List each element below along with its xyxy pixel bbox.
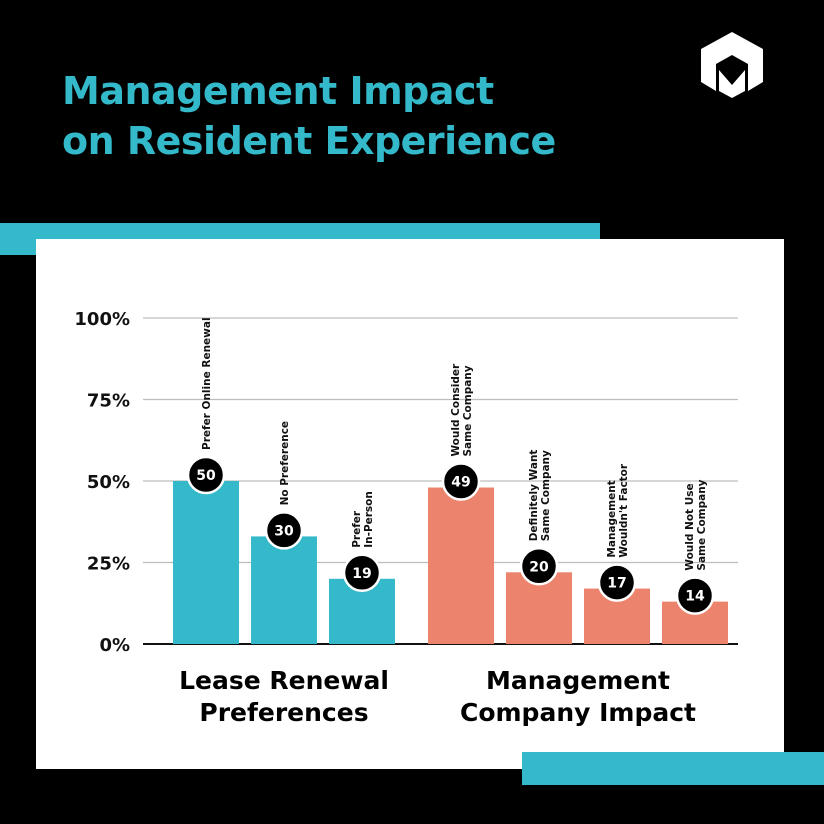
value-label: 14 xyxy=(685,589,705,605)
category-label: Same Company xyxy=(696,479,708,570)
value-badge xyxy=(675,576,715,615)
y-tick-label: 100% xyxy=(74,309,130,330)
value-label: 20 xyxy=(529,559,549,575)
value-label: 19 xyxy=(352,566,371,582)
value-label: 17 xyxy=(607,576,626,592)
chart-card xyxy=(36,239,784,769)
y-tick-label: 50% xyxy=(87,472,130,493)
value-badge xyxy=(441,462,481,501)
bar xyxy=(428,487,494,644)
value-badge xyxy=(519,547,559,586)
value-badge xyxy=(342,553,382,593)
value-badge xyxy=(597,563,637,602)
page-title: Management Impact on Resident Experience xyxy=(62,66,556,166)
category-label: Prefer xyxy=(351,510,363,548)
category-label: Prefer Online Renewal xyxy=(201,317,213,450)
category-label: No Preference xyxy=(279,421,291,505)
category-label: Same Company xyxy=(540,450,552,541)
category-label: Would Not Use xyxy=(684,483,696,570)
y-tick-label: 0% xyxy=(99,635,130,656)
category-label: In-Person xyxy=(363,491,375,548)
bar xyxy=(251,536,317,644)
category-label: Definitely Want xyxy=(528,450,540,542)
group-label: Management xyxy=(486,666,670,695)
y-tick-label: 25% xyxy=(87,554,130,575)
brand-logo-icon xyxy=(701,32,763,98)
group-label: Lease Renewal xyxy=(179,666,389,695)
title-line-1: Management Impact xyxy=(62,69,494,113)
group-label: Company Impact xyxy=(460,698,696,727)
category-label: Wouldn't Factor xyxy=(618,463,630,557)
value-label: 49 xyxy=(451,475,470,491)
value-label: 50 xyxy=(196,468,216,484)
bar xyxy=(173,481,239,644)
accent-bar-bottom xyxy=(522,752,824,785)
value-badge xyxy=(186,455,226,495)
category-label: Same Company xyxy=(462,365,474,456)
group-label: Preferences xyxy=(199,698,368,727)
title-line-2: on Resident Experience xyxy=(62,119,556,163)
category-label: Management xyxy=(606,480,618,557)
category-label: Would Consider xyxy=(450,363,462,457)
y-tick-label: 75% xyxy=(87,391,130,412)
value-label: 30 xyxy=(274,523,294,539)
value-badge xyxy=(264,511,304,550)
